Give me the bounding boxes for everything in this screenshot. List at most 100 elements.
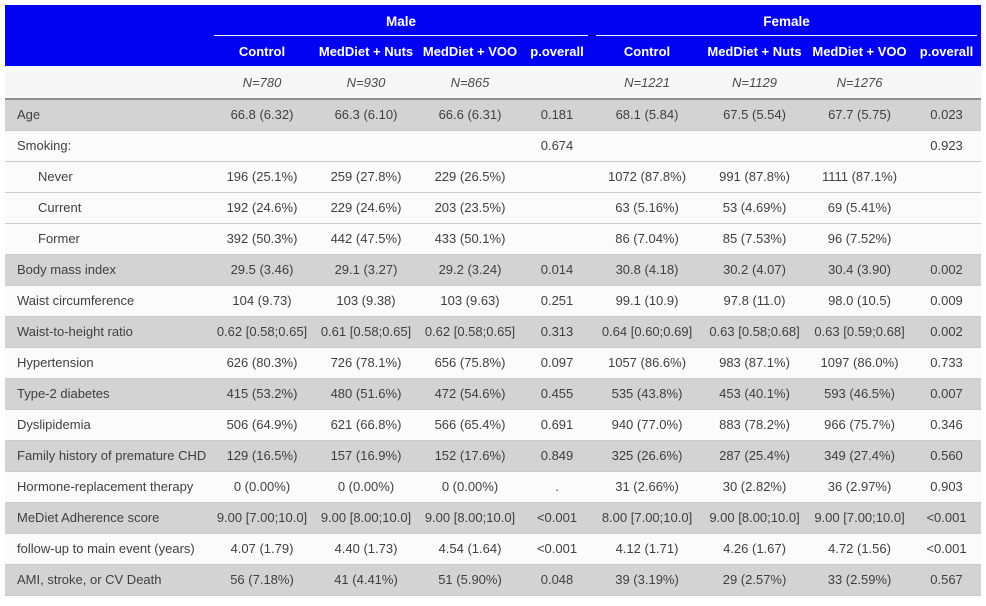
row-label: Hypertension [5, 347, 210, 379]
data-cell: 0.014 [522, 254, 593, 286]
data-cell: 196 (25.1%) [210, 161, 314, 193]
data-cell: 98.0 (10.5) [807, 285, 913, 317]
data-cell: 4.12 (1.71) [592, 533, 703, 565]
table-row: follow-up to main event (years) 4.07 (1.7… [5, 533, 982, 565]
data-cell: 621 (66.8%) [314, 409, 418, 441]
data-cell: 0.251 [522, 285, 593, 317]
data-cell: 0 (0.00%) [210, 471, 314, 503]
n-female-voo: N=1276 [807, 66, 913, 100]
corner-cell [5, 5, 210, 36]
data-cell: 229 (26.5%) [418, 161, 522, 193]
data-cell: 29.1 (3.27) [314, 254, 418, 286]
col-header-male-voo: MedDiet + VOO [418, 36, 522, 66]
table-row: Age 66.8 (6.32) 66.3 (6.10) 66.6 (6.31) 0.18… [5, 99, 982, 131]
data-cell: 41 (4.41%) [314, 564, 418, 596]
data-cell: 67.5 (5.54) [702, 99, 808, 131]
table-row: Family history of premature CHD 129 (16.5… [5, 440, 982, 472]
data-cell: 69 (5.41%) [807, 192, 913, 224]
data-cell: 66.8 (6.32) [210, 99, 314, 131]
col-header-male-control: Control [210, 36, 314, 66]
data-cell: 68.1 (5.84) [592, 99, 703, 131]
data-cell: 9.00 [7.00;10.0] [807, 502, 913, 534]
data-cell [522, 161, 593, 193]
data-cell: 0.62 [0.58;0.65] [418, 316, 522, 348]
data-cell: 883 (78.2%) [702, 409, 808, 441]
data-cell: 991 (87.8%) [702, 161, 808, 193]
data-cell: 157 (16.9%) [314, 440, 418, 472]
data-cell: 0 (0.00%) [314, 471, 418, 503]
row-label: Waist circumference [5, 285, 210, 317]
data-cell: 203 (23.5%) [418, 192, 522, 224]
row-label: Hormone-replacement therapy [5, 471, 210, 503]
data-cell: 9.00 [8.00;10.0] [314, 502, 418, 534]
table-row: Hormone-replacement therapy 0 (0.00%) 0 (0… [5, 471, 982, 503]
data-cell: . [522, 471, 593, 503]
data-cell: 104 (9.73) [210, 285, 314, 317]
data-cell [912, 161, 982, 193]
data-cell: 96 (7.52%) [807, 223, 913, 255]
data-cell: 0.63 [0.58;0.68] [702, 316, 808, 348]
n-male-voo: N=865 [418, 66, 522, 100]
data-cell: 30.4 (3.90) [807, 254, 913, 286]
data-cell: <0.001 [912, 502, 982, 534]
n-male-control: N=780 [210, 66, 314, 100]
data-cell: 0.009 [912, 285, 982, 317]
table-row: Never 196 (25.1%) 259 (27.8%) 229 (26.5%) 10… [5, 161, 982, 193]
data-cell: 1097 (86.0%) [807, 347, 913, 379]
data-cell: 9.00 [8.00;10.0] [418, 502, 522, 534]
data-cell: <0.001 [522, 502, 593, 534]
data-cell: 0.181 [522, 99, 593, 131]
data-cell: 4.72 (1.56) [807, 533, 913, 565]
row-label: Current [5, 192, 210, 224]
row-label: Dyslipidemia [5, 409, 210, 441]
col-header-female-control: Control [592, 36, 703, 66]
data-cell: 0.346 [912, 409, 982, 441]
row-label: Smoking: [5, 130, 210, 162]
data-cell: 30.2 (4.07) [702, 254, 808, 286]
data-cell [210, 130, 314, 162]
data-cell: 86 (7.04%) [592, 223, 703, 255]
data-cell [418, 130, 522, 162]
n-male-poverall [522, 66, 593, 100]
n-female-poverall [912, 66, 982, 100]
empty-cell [5, 66, 210, 100]
row-label: follow-up to main event (years) [5, 533, 210, 565]
data-cell: 30 (2.82%) [702, 471, 808, 503]
group-label-female: Female [596, 8, 978, 36]
table-row: Former 392 (50.3%) 442 (47.5%) 433 (50.1%) 8… [5, 223, 982, 255]
data-cell: 152 (17.6%) [418, 440, 522, 472]
data-cell [522, 192, 593, 224]
data-cell: 8.00 [7.00;10.0] [592, 502, 703, 534]
data-cell: 0.923 [912, 130, 982, 162]
data-cell: 99.1 (10.9) [592, 285, 703, 317]
col-header-female-nuts: MedDiet + Nuts [702, 36, 808, 66]
data-cell: 103 (9.38) [314, 285, 418, 317]
data-cell: 9.00 [8.00;10.0] [702, 502, 808, 534]
data-cell: 287 (25.4%) [702, 440, 808, 472]
data-cell: 67.7 (5.75) [807, 99, 913, 131]
data-cell: 453 (40.1%) [702, 378, 808, 410]
summary-table-container: Male Female Control MedDiet + Nuts MedDi… [5, 5, 982, 596]
group-header-row: Male Female [5, 5, 982, 36]
data-cell: 4.40 (1.73) [314, 533, 418, 565]
data-cell: 36 (2.97%) [807, 471, 913, 503]
data-cell: 0.455 [522, 378, 593, 410]
n-male-nuts: N=930 [314, 66, 418, 100]
data-cell: 56 (7.18%) [210, 564, 314, 596]
data-cell [702, 130, 808, 162]
data-cell: 4.54 (1.64) [418, 533, 522, 565]
data-cell: 33 (2.59%) [807, 564, 913, 596]
data-cell: 0 (0.00%) [418, 471, 522, 503]
data-cell: 0.023 [912, 99, 982, 131]
data-cell: 0.674 [522, 130, 593, 162]
data-cell: 29.5 (3.46) [210, 254, 314, 286]
data-cell: 349 (27.4%) [807, 440, 913, 472]
data-cell: <0.001 [522, 533, 593, 565]
data-cell: 966 (75.7%) [807, 409, 913, 441]
data-cell: 29 (2.57%) [702, 564, 808, 596]
data-cell: 415 (53.2%) [210, 378, 314, 410]
row-label: Body mass index [5, 254, 210, 286]
row-label: Age [5, 99, 210, 131]
n-female-control: N=1221 [592, 66, 703, 100]
data-cell: 0.62 [0.58;0.65] [210, 316, 314, 348]
